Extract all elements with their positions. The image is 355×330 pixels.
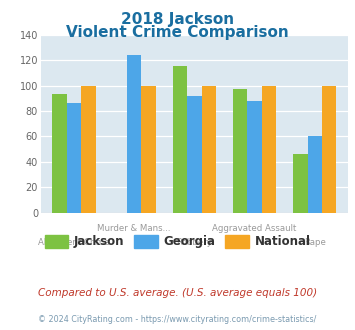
Bar [202,85,216,213]
Bar [127,55,141,213]
Text: Violent Crime Comparison: Violent Crime Comparison [66,25,289,40]
Bar [233,89,247,213]
Bar [81,85,95,213]
Text: Rape: Rape [304,238,326,247]
Bar [247,101,262,213]
Bar [67,103,81,213]
Text: © 2024 CityRating.com - https://www.cityrating.com/crime-statistics/: © 2024 CityRating.com - https://www.city… [38,315,317,324]
Text: 2018 Jackson: 2018 Jackson [121,12,234,26]
Bar [307,137,322,213]
Text: Compared to U.S. average. (U.S. average equals 100): Compared to U.S. average. (U.S. average … [38,288,317,298]
Bar [322,85,337,213]
Bar [262,85,276,213]
Bar [293,154,307,213]
Bar [141,85,156,213]
Bar [52,94,67,213]
Legend: Jackson, Georgia, National: Jackson, Georgia, National [40,230,315,253]
Bar [187,96,202,213]
Text: Aggravated Assault: Aggravated Assault [212,223,297,233]
Text: All Violent Crime: All Violent Crime [38,238,110,247]
Text: Murder & Mans...: Murder & Mans... [97,223,171,233]
Text: Robbery: Robbery [176,238,212,247]
Bar [173,66,187,213]
